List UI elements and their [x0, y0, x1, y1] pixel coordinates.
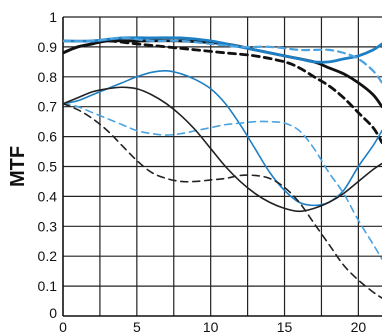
x-tick-label: 5 — [133, 319, 141, 335]
x-tick-label: 15 — [277, 319, 293, 335]
y-tick-label: 0.4 — [38, 188, 58, 204]
mtf-series-line-6 — [63, 102, 382, 260]
y-tick-label: 0.5 — [38, 159, 58, 175]
y-tick-label: 0.6 — [38, 129, 58, 145]
mtf-series-line-4 — [63, 36, 382, 84]
x-tick-label: 20 — [351, 319, 367, 335]
y-tick-label-zero: 0 — [49, 305, 57, 321]
y-tick-label: 0.2 — [38, 248, 58, 264]
y-axis-label: MTF — [7, 146, 29, 187]
mtf-series-line-7 — [63, 86, 382, 213]
x-tick-label: 10 — [203, 319, 219, 335]
y-tick-label: 1 — [49, 9, 57, 25]
y-tick-label: 0.8 — [38, 69, 58, 85]
y-tick-label: 0.1 — [38, 278, 58, 294]
y-tick-label: 0.7 — [38, 99, 58, 115]
mtf-series-line-2 — [63, 39, 382, 144]
x-tick-label: 0 — [59, 319, 67, 335]
y-tick-label: 0.9 — [38, 39, 58, 55]
mtf-series-line-8 — [63, 102, 382, 299]
series-layer — [63, 36, 382, 299]
y-tick-label: 0.3 — [38, 218, 58, 234]
